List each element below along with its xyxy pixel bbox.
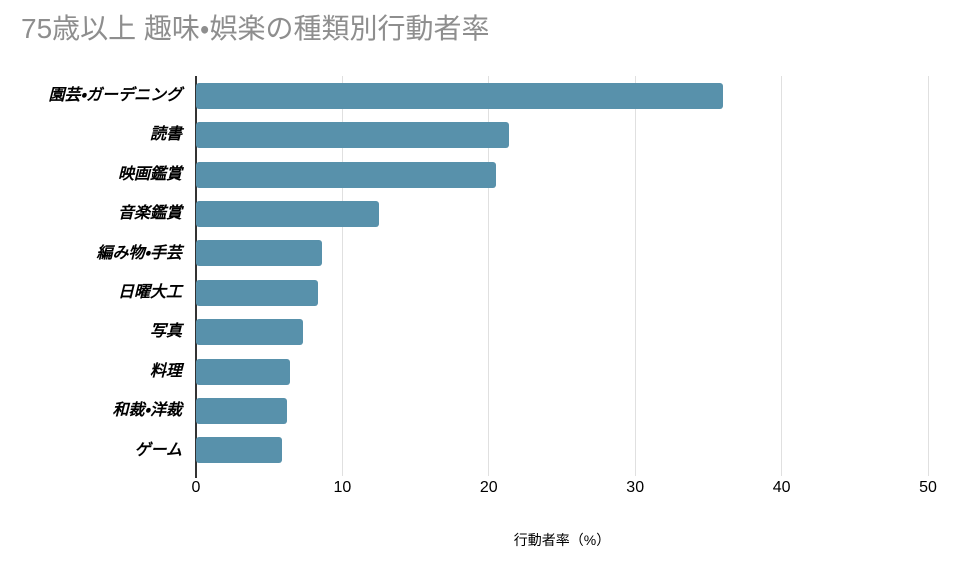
category-label: 音楽鑑賞 [117,205,182,223]
x-tick-label: 10 [333,479,352,496]
gridline-20 [488,76,490,476]
gridline-50 [927,76,929,476]
category-label: 日曜大工 [117,284,182,301]
bar-写真 [196,319,303,346]
category-label: 写真 [149,323,182,341]
category-label: 読書 [149,126,182,144]
chart-title: 75歳以上 趣味・娯楽の種類別行動者率 [21,13,490,44]
gridline-10 [341,76,343,476]
y-axis-labels: 園芸・ガーデニング読書映画鑑賞音楽鑑賞編み物・手芸日曜大工写真料理和裁・洋裁ゲー… [0,76,186,470]
x-axis-title: 行動者率（%） [513,532,611,548]
gridline-40 [781,76,783,476]
bar-ゲーム [196,437,283,464]
x-tick-label: 20 [479,479,498,496]
category-label: 映画鑑賞 [117,165,182,183]
x-axis-ticks: 0 10 20 30 40 50 [192,479,937,499]
x-tick-label: 30 [626,479,645,496]
category-label: 園芸・ガーデニング [48,87,182,104]
bar-日曜大工 [196,279,318,306]
y-axis-line [195,76,197,478]
plot-area [195,76,929,478]
bar-読書 [196,122,510,149]
bar-料理 [196,358,290,385]
x-tick-label: 50 [919,479,937,496]
category-label: 編み物・手芸 [96,244,182,262]
bar-音楽鑑賞 [196,200,379,227]
bar-映画鑑賞 [196,161,497,188]
category-label: 和裁・洋裁 [112,402,182,420]
x-tick-label: 40 [772,479,791,496]
bar-園芸・ガーデニング [196,82,724,109]
bar-編み物・手芸 [196,240,322,267]
gridline-30 [634,76,636,476]
x-tick-label: 0 [191,479,201,496]
bar-和裁・洋裁 [196,397,287,424]
category-label: 料理 [149,362,182,380]
category-label: ゲーム [134,441,182,459]
